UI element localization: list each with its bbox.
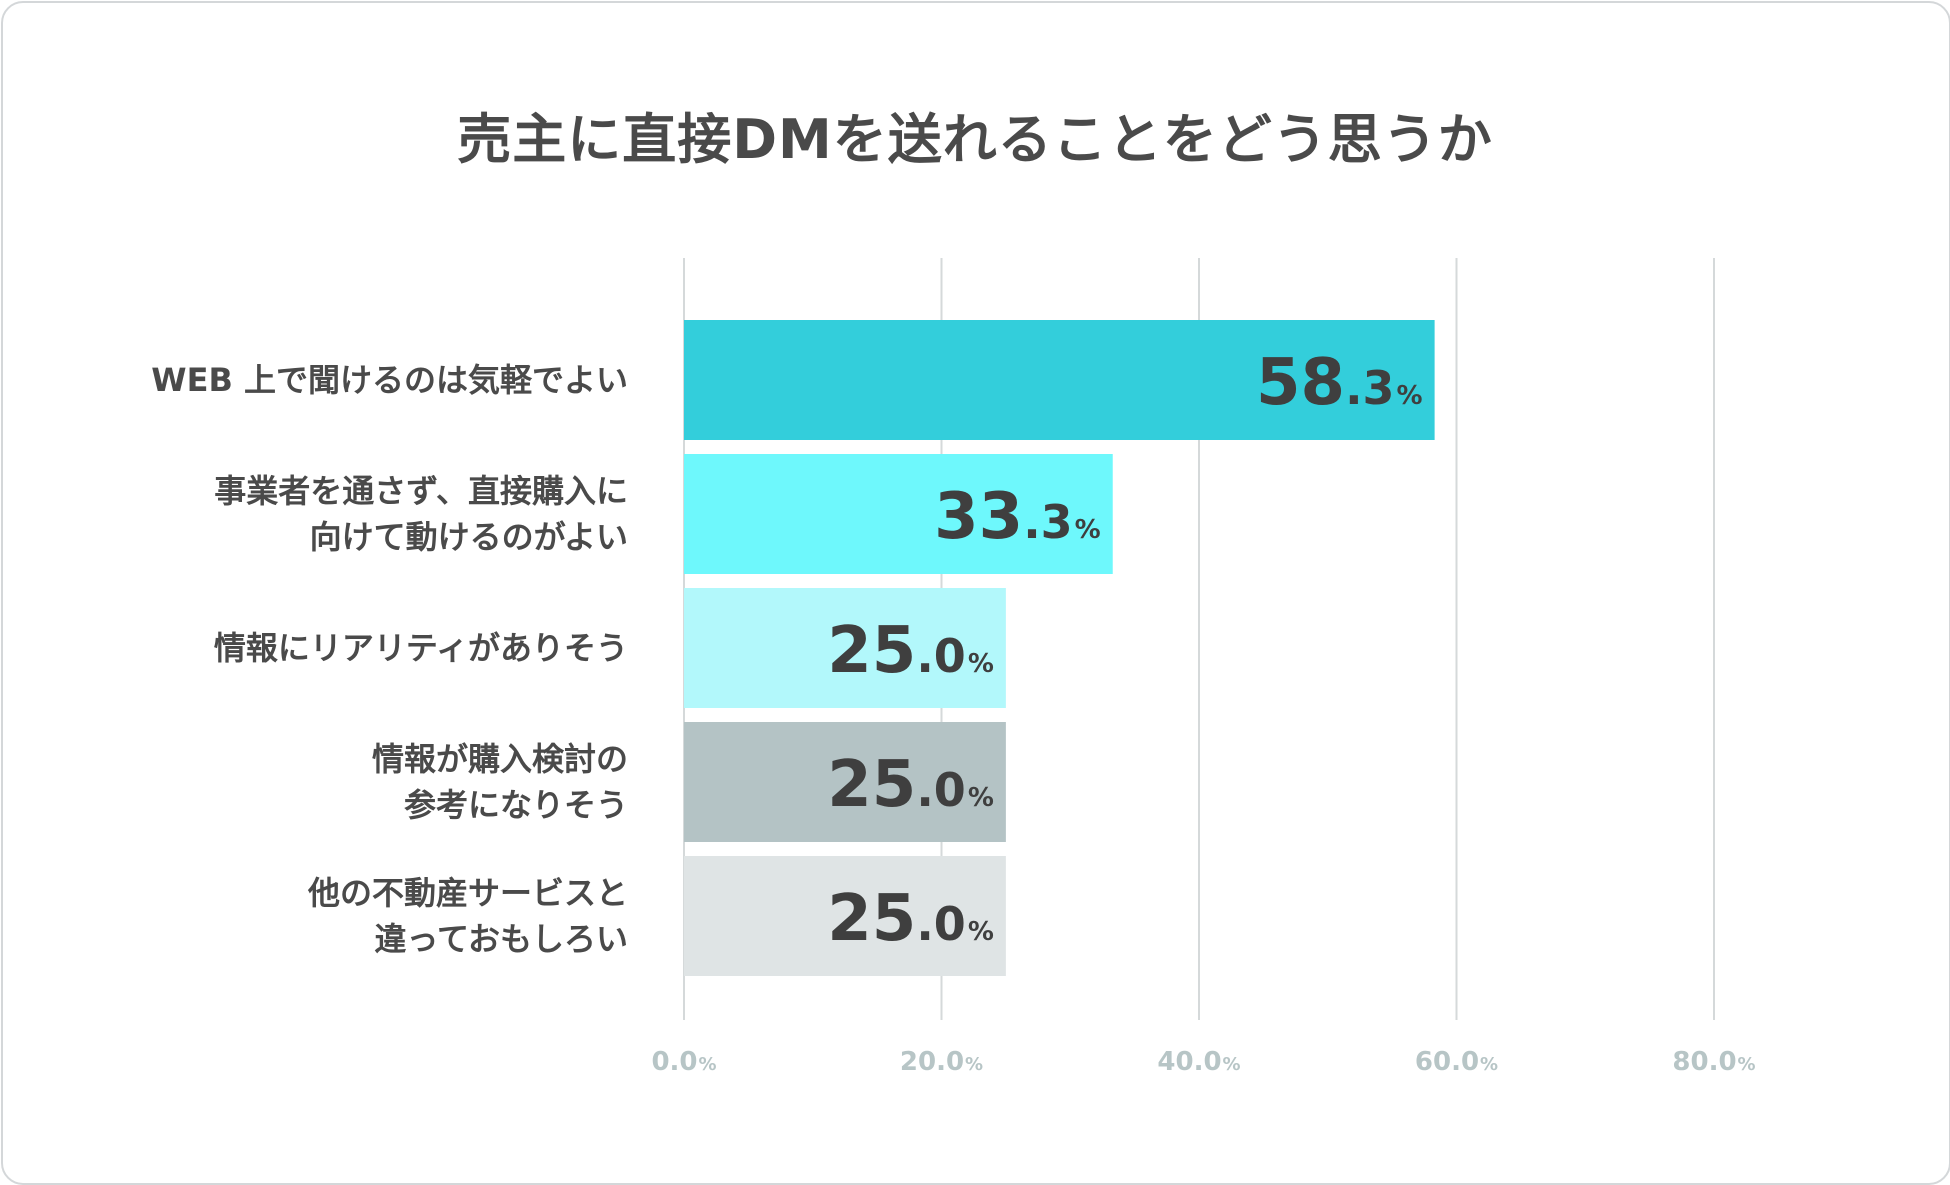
category-label: 他の不動産サービスと違っておもしろい <box>307 874 628 958</box>
tick-label-num: 40.0 <box>1157 1047 1221 1077</box>
tick-label-pct: % <box>1738 1054 1756 1075</box>
value-label-dec: .0 <box>916 629 965 683</box>
value-label-int: 33 <box>934 480 1023 554</box>
value-label-pct: % <box>968 649 994 679</box>
value-label-int: 58 <box>1256 346 1345 420</box>
tick-label-num: 60.0 <box>1415 1047 1479 1077</box>
category-label-line: 情報にリアリティがありそう <box>214 629 628 667</box>
bar <box>684 454 1113 574</box>
tick-label-num: 0.0 <box>651 1047 697 1077</box>
category-label-line: 参考になりそう <box>404 786 628 824</box>
value-label-int: 25 <box>827 748 916 822</box>
value-label-pct: % <box>1075 515 1101 545</box>
tick-label-pct: % <box>699 1054 717 1075</box>
value-label-dec: .3 <box>1345 361 1394 415</box>
value-label: 33.3% <box>934 480 1101 554</box>
category-label-line: 他の不動産サービスと <box>307 874 628 912</box>
value-label-int: 25 <box>827 882 916 956</box>
category-label: WEB 上で聞けるのは気軽でよい <box>151 361 628 399</box>
value-label-dec: .3 <box>1023 495 1072 549</box>
category-label: 情報にリアリティがありそう <box>214 629 628 667</box>
tick-label-num: 80.0 <box>1672 1047 1736 1077</box>
value-label-pct: % <box>968 783 994 813</box>
bar <box>684 320 1435 440</box>
tick-label: 80.0% <box>1672 1047 1755 1077</box>
category-label: 事業者を通さず、直接購入に向けて動けるのがよい <box>214 472 628 556</box>
value-labels: 58.3%33.3%25.0%25.0%25.0% <box>827 346 1422 956</box>
category-label-line: 向けて動けるのがよい <box>310 518 628 556</box>
category-label-line: 事業者を通さず、直接購入に <box>214 472 628 510</box>
tick-label-num: 20.0 <box>900 1047 964 1077</box>
category-label-line: 情報が購入検討の <box>372 740 628 778</box>
category-label-line: 違っておもしろい <box>375 920 628 958</box>
bar <box>684 856 1006 976</box>
value-label-int: 25 <box>827 614 916 688</box>
bar <box>684 588 1006 708</box>
tick-label-pct: % <box>965 1054 983 1075</box>
category-labels: WEB 上で聞けるのは気軽でよい事業者を通さず、直接購入に向けて動けるのがよい情… <box>151 361 628 958</box>
value-label-pct: % <box>968 917 994 947</box>
value-label: 25.0% <box>827 748 994 822</box>
bar <box>684 722 1006 842</box>
tick-label: 40.0% <box>1157 1047 1240 1077</box>
category-label-line: WEB 上で聞けるのは気軽でよい <box>151 361 628 399</box>
x-axis-ticks: 0.0% 20.0% 40.0% 60.0% 80.0% <box>651 1047 1755 1077</box>
value-label-pct: % <box>1397 381 1423 411</box>
tick-label-pct: % <box>1223 1054 1241 1075</box>
tick-label: 20.0% <box>900 1047 983 1077</box>
bars <box>684 320 1435 976</box>
category-label: 情報が購入検討の参考になりそう <box>372 740 628 824</box>
value-label: 25.0% <box>827 882 994 956</box>
value-label: 58.3% <box>1256 346 1423 420</box>
chart-title: 売主に直接DMを送れることをどう思うか <box>457 108 1493 171</box>
tick-label-pct: % <box>1480 1054 1498 1075</box>
tick-label: 0.0% <box>651 1047 716 1077</box>
value-label: 25.0% <box>827 614 994 688</box>
value-label-dec: .0 <box>916 897 965 951</box>
value-label-dec: .0 <box>916 763 965 817</box>
tick-label: 60.0% <box>1415 1047 1498 1077</box>
